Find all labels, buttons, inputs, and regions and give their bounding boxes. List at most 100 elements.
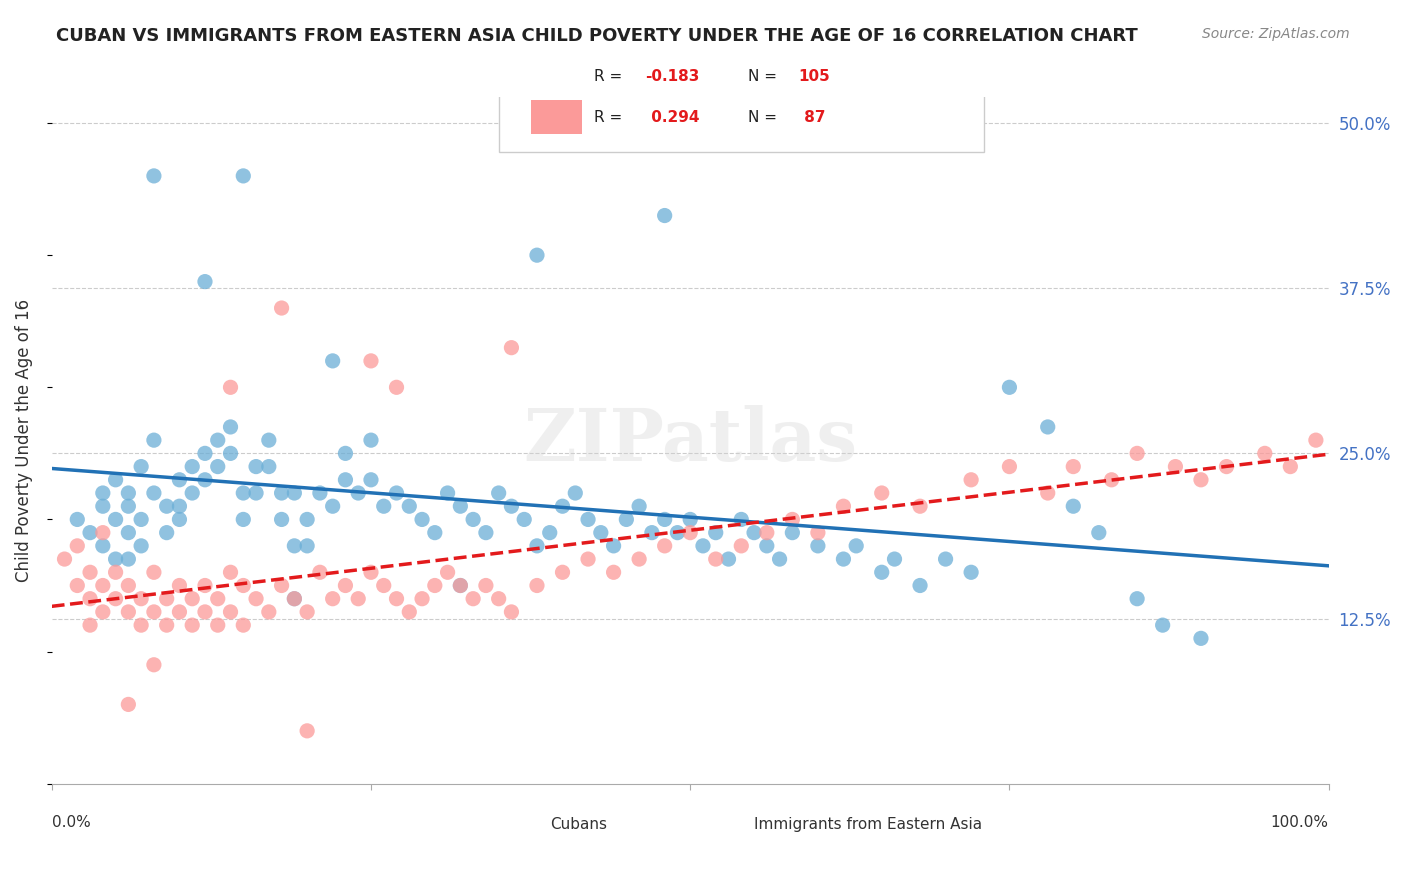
Point: [104, 566, 127, 580]
Point: [142, 486, 165, 500]
Point: [1279, 459, 1302, 474]
Point: [423, 525, 446, 540]
Point: [117, 525, 139, 540]
Point: [79, 618, 101, 632]
Point: [411, 512, 433, 526]
FancyBboxPatch shape: [512, 822, 540, 838]
Point: [91, 539, 114, 553]
Point: [270, 578, 292, 592]
Point: [628, 500, 651, 514]
Point: [79, 566, 101, 580]
Point: [207, 433, 229, 447]
Point: [538, 525, 561, 540]
Point: [142, 433, 165, 447]
Text: CUBAN VS IMMIGRANTS FROM EASTERN ASIA CHILD POVERTY UNDER THE AGE OF 16 CORRELAT: CUBAN VS IMMIGRANTS FROM EASTERN ASIA CH…: [56, 27, 1137, 45]
Point: [449, 578, 471, 592]
Point: [1101, 473, 1123, 487]
Point: [207, 459, 229, 474]
Text: 100.0%: 100.0%: [1271, 814, 1329, 830]
Point: [169, 605, 191, 619]
Point: [475, 525, 498, 540]
Point: [614, 512, 637, 526]
Point: [129, 512, 152, 526]
Point: [156, 618, 179, 632]
Point: [295, 539, 318, 553]
Point: [679, 512, 702, 526]
Point: [501, 605, 523, 619]
Point: [194, 605, 217, 619]
Point: [1062, 500, 1084, 514]
Point: [169, 500, 191, 514]
Point: [104, 552, 127, 566]
Point: [679, 525, 702, 540]
Point: [142, 605, 165, 619]
FancyBboxPatch shape: [499, 42, 984, 152]
Point: [335, 473, 357, 487]
Text: -0.183: -0.183: [645, 69, 700, 84]
Point: [91, 578, 114, 592]
FancyBboxPatch shape: [716, 822, 744, 838]
Point: [295, 605, 318, 619]
Point: [501, 341, 523, 355]
Point: [526, 578, 548, 592]
Text: 0.0%: 0.0%: [52, 814, 90, 830]
Point: [935, 552, 957, 566]
Point: [219, 380, 242, 394]
Point: [283, 591, 305, 606]
Point: [283, 486, 305, 500]
Point: [1215, 459, 1237, 474]
Point: [782, 512, 804, 526]
Point: [998, 380, 1021, 394]
Point: [156, 500, 179, 514]
Point: [270, 512, 292, 526]
Point: [129, 591, 152, 606]
Text: Source: ZipAtlas.com: Source: ZipAtlas.com: [1202, 27, 1350, 41]
Point: [219, 566, 242, 580]
Point: [998, 459, 1021, 474]
Point: [628, 552, 651, 566]
Point: [385, 380, 408, 394]
Point: [142, 657, 165, 672]
Point: [602, 566, 624, 580]
Point: [169, 512, 191, 526]
Point: [1036, 486, 1059, 500]
Point: [398, 500, 420, 514]
Point: [360, 433, 382, 447]
Point: [742, 525, 765, 540]
Point: [385, 591, 408, 606]
Text: R =: R =: [595, 69, 627, 84]
Point: [755, 525, 778, 540]
Point: [283, 539, 305, 553]
Point: [66, 539, 89, 553]
Point: [257, 605, 280, 619]
Point: [602, 539, 624, 553]
Point: [564, 486, 586, 500]
Point: [219, 420, 242, 434]
Point: [411, 591, 433, 606]
Point: [832, 500, 855, 514]
Text: N =: N =: [748, 110, 782, 125]
Point: [1126, 446, 1149, 460]
Point: [79, 525, 101, 540]
Point: [908, 578, 931, 592]
Point: [1305, 433, 1327, 447]
Point: [91, 605, 114, 619]
Point: [207, 591, 229, 606]
Point: [463, 512, 485, 526]
Point: [870, 566, 893, 580]
Point: [142, 169, 165, 183]
Point: [322, 500, 344, 514]
Point: [257, 459, 280, 474]
Point: [245, 459, 267, 474]
Point: [66, 512, 89, 526]
Point: [1189, 632, 1212, 646]
Point: [526, 539, 548, 553]
Point: [322, 591, 344, 606]
Point: [1062, 459, 1084, 474]
Point: [232, 618, 254, 632]
Point: [335, 578, 357, 592]
Point: [654, 539, 676, 553]
Point: [207, 618, 229, 632]
Point: [768, 552, 790, 566]
Point: [1189, 473, 1212, 487]
